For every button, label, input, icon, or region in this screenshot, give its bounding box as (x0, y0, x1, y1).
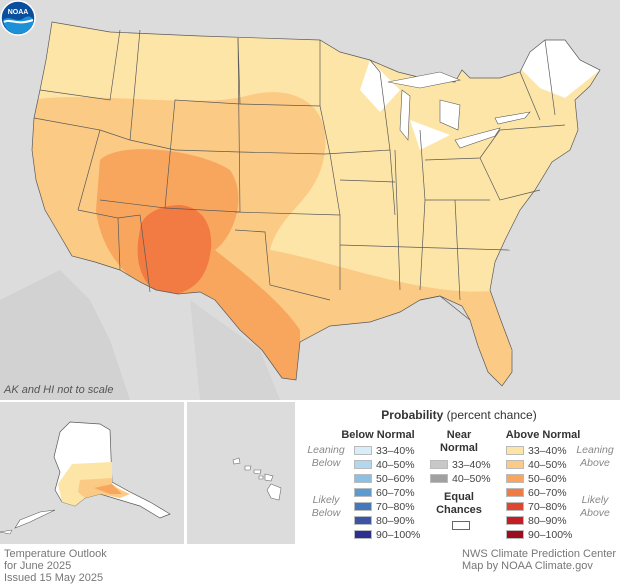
above-swatch (506, 446, 524, 455)
below-swatch-label: 50–60% (376, 472, 415, 485)
noaa-logo-icon: NOAA (0, 0, 36, 36)
above-swatch-label: 70–80% (528, 500, 567, 513)
legend-title-bold: Probability (381, 408, 444, 422)
above-swatch-row: 50–60% (506, 472, 567, 485)
above-swatch (506, 474, 524, 483)
likely-below-label: Likely Below (311, 494, 341, 519)
below-swatch-label: 60–70% (376, 486, 415, 499)
conus-map: AK and HI not to scale NOAA (0, 0, 620, 400)
great-lakes (387, 71, 531, 149)
alaska-map-graphic (0, 421, 171, 535)
scale-note: AK and HI not to scale (4, 384, 114, 396)
below-swatch (354, 502, 372, 511)
above-swatch-label: 40–50% (528, 458, 567, 471)
near-normal-header: Near Normal (440, 429, 478, 454)
state-borders (31, 21, 601, 387)
alaska-inset (0, 402, 184, 544)
footer-title: Temperature Outlook (4, 548, 107, 560)
hawaii-map-graphic (232, 457, 282, 501)
below-swatch (354, 474, 372, 483)
below-swatch-row: 40–50% (354, 458, 415, 471)
above-swatch (506, 460, 524, 469)
below-swatch-label: 40–50% (376, 458, 415, 471)
above-swatch-row: 90–100% (506, 528, 573, 541)
leaning-below-label: Leaning Below (307, 444, 345, 469)
below-swatch-label: 80–90% (376, 514, 415, 527)
above-swatch (506, 516, 524, 525)
above-swatch-label: 60–70% (528, 486, 567, 499)
above-swatch-label: 80–90% (528, 514, 567, 527)
equal-chances-swatch-row (452, 520, 474, 531)
equal-chances-label: Equal Chances (436, 491, 482, 516)
above-swatch-row: 70–80% (506, 500, 567, 513)
below-swatch (354, 446, 372, 455)
above-swatch (506, 502, 524, 511)
near-swatch-label: 33–40% (452, 458, 491, 471)
below-swatch (354, 516, 372, 525)
footer-left: Temperature Outlook for June 2025 Issued… (4, 548, 107, 584)
below-swatch-label: 70–80% (376, 500, 415, 513)
above-swatch (506, 488, 524, 497)
below-swatch-row: 33–40% (354, 444, 415, 457)
near-swatch (430, 474, 448, 483)
above-normal-header: Above Normal (505, 429, 581, 441)
above-swatch-row: 80–90% (506, 514, 567, 527)
below-swatch-row: 70–80% (354, 500, 415, 513)
footer-credit-cpc: NWS Climate Prediction Center (462, 548, 617, 560)
conus-map-graphic (31, 21, 601, 387)
below-normal-header: Below Normal (341, 429, 415, 441)
hawaii-inset (187, 402, 295, 544)
legend-title-rest: (percent chance) (446, 408, 537, 422)
legend-title: Probability (percent chance) (298, 408, 620, 422)
below-swatch-label: 33–40% (376, 444, 415, 457)
near-swatch-row: 40–50% (430, 472, 491, 485)
legend: Probability (percent chance) Below Norma… (298, 402, 620, 544)
below-swatch-row: 60–70% (354, 486, 415, 499)
likely-above-label: Likely Above (580, 494, 610, 519)
below-swatch (354, 530, 372, 539)
below-swatch (354, 488, 372, 497)
above-swatch-row: 60–70% (506, 486, 567, 499)
us-land (32, 22, 600, 386)
noaa-logo-text: NOAA (8, 9, 29, 16)
below-swatch-row: 90–100% (354, 528, 421, 541)
above-swatch-label: 90–100% (528, 528, 573, 541)
footer-credit-climate-gov: Map by NOAA Climate.gov (462, 560, 593, 572)
below-swatch-row: 80–90% (354, 514, 415, 527)
above-swatch-label: 50–60% (528, 472, 567, 485)
above-swatch-row: 33–40% (506, 444, 567, 457)
leaning-above-label: Leaning Above (576, 444, 614, 469)
near-swatch-row: 33–40% (430, 458, 491, 471)
footer-right: NWS Climate Prediction Center Map by NOA… (462, 548, 616, 572)
footer-issued: Issued 15 May 2025 (4, 572, 104, 584)
below-swatch-label: 90–100% (376, 528, 421, 541)
equal-chances-swatch (452, 521, 470, 530)
near-swatch (430, 460, 448, 469)
below-swatch-row: 50–60% (354, 472, 415, 485)
above-swatch (506, 530, 524, 539)
footer-period: for June 2025 (4, 560, 72, 572)
below-swatch (354, 460, 372, 469)
above-swatch-row: 40–50% (506, 458, 567, 471)
above-swatch-label: 33–40% (528, 444, 567, 457)
near-swatch-label: 40–50% (452, 472, 491, 485)
